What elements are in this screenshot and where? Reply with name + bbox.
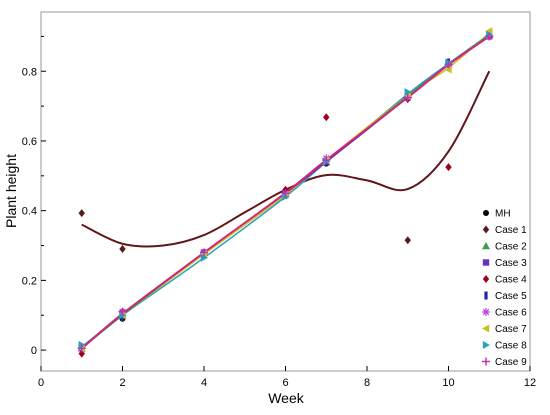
legend-label-5: Case 4 (495, 275, 527, 286)
point-case-8 (404, 88, 412, 97)
x-tick-label: 8 (364, 377, 370, 389)
legend-marker-2 (482, 225, 490, 234)
fit-curve-9 (81, 36, 490, 350)
legend-label-2: Case 1 (495, 225, 527, 236)
legend-marker-10 (482, 357, 490, 366)
point-case-9 (485, 32, 494, 41)
y-axis-ticks: 0 0.2 0.4 0.6 0.8 (22, 35, 46, 357)
legend-marker-1 (483, 210, 489, 216)
legend-label-1: MH (495, 209, 511, 220)
legend-marker-9 (482, 341, 490, 349)
y-tick-label: 0 (31, 345, 37, 357)
point-case-9 (444, 60, 453, 69)
point-case-7 (485, 27, 493, 36)
x-tick-label: 10 (442, 377, 454, 389)
x-tick-label: 12 (524, 377, 536, 389)
fit-curves (81, 32, 491, 350)
fit-curve-2 (81, 70, 490, 248)
legend-marker-3 (482, 242, 490, 250)
legend-label-3: Case 2 (495, 242, 527, 253)
x-tick-label: 0 (38, 377, 44, 389)
x-tick-label: 2 (119, 377, 125, 389)
legend-label-8: Case 7 (495, 324, 527, 335)
point-case-7 (444, 65, 452, 74)
y-tick-label: 0.2 (22, 275, 37, 287)
legend-marker-6 (484, 291, 488, 300)
point-case-9 (200, 248, 208, 257)
point-case-1 (78, 209, 85, 218)
point-case-1 (119, 245, 126, 254)
point-case-9 (118, 307, 127, 316)
legend-marker-7 (482, 308, 490, 316)
y-axis-label: Plant height (3, 154, 19, 228)
y-tick-label: 0.8 (22, 66, 37, 78)
point-case-9 (281, 189, 290, 198)
legend-marker-8 (482, 324, 490, 333)
point-case-9 (322, 156, 331, 165)
legend-label-10: Case 9 (495, 357, 527, 368)
y-tick-label: 0.4 (22, 206, 37, 218)
legend: MH Case 1 Case 2 Case 3 Case 4 Case 5 Case 6 Ca… (482, 209, 527, 368)
legend-marker-4 (482, 259, 490, 266)
legend-label-9: Case 8 (495, 341, 527, 352)
data-points (77, 27, 494, 358)
point-case-8 (200, 253, 208, 262)
legend-label-7: Case 6 (495, 308, 527, 319)
x-tick-label: 6 (282, 377, 288, 389)
legend-marker-5 (482, 275, 490, 283)
x-axis-label: Week (268, 390, 305, 406)
point-case-4 (445, 163, 452, 172)
point-case-9 (77, 344, 86, 353)
x-tick-label: 4 (201, 377, 207, 389)
point-case-4 (323, 113, 330, 122)
point-case-9 (403, 93, 412, 102)
legend-label-4: Case 3 (495, 258, 527, 269)
legend-label-6: Case 5 (495, 291, 527, 302)
fit-curve-1 (81, 70, 491, 248)
x-axis-ticks: 0 2 4 6 8 10 12 (38, 366, 536, 389)
y-tick-label: 0.6 (22, 136, 37, 148)
point-case-1 (404, 236, 411, 245)
